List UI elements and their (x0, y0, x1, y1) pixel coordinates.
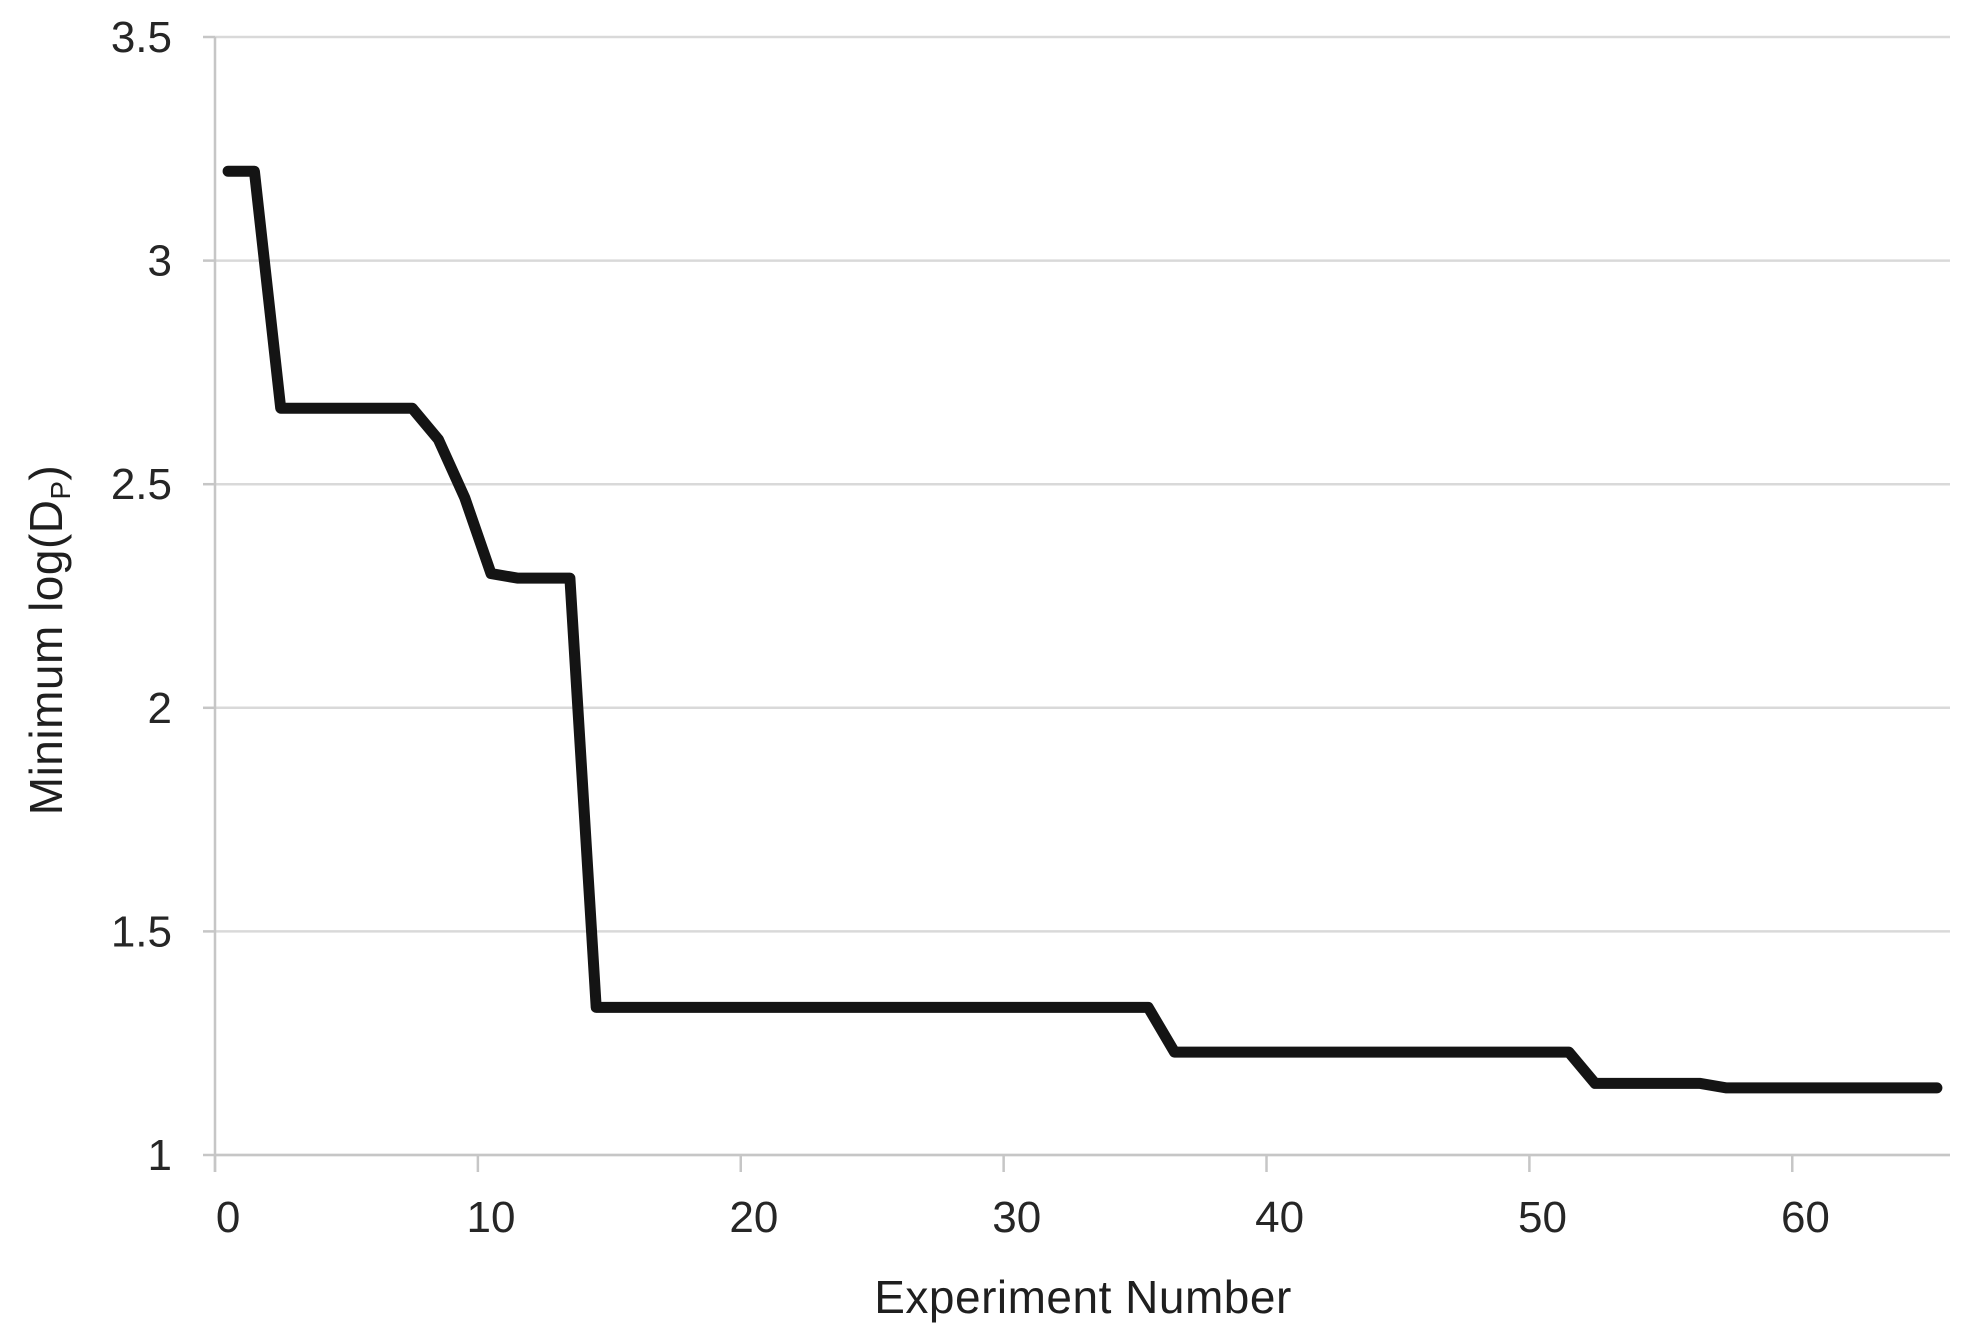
x-tick-label: 0 (216, 1193, 240, 1242)
y-tick-label: 1.5 (111, 907, 172, 956)
y-tick-label: 1 (148, 1131, 172, 1180)
y-axis-title-close: ) (20, 464, 73, 481)
x-tick-label: 20 (729, 1193, 778, 1242)
x-tick-label: 30 (992, 1193, 1041, 1242)
y-tick-label: 2 (148, 684, 172, 733)
x-tick-label: 10 (467, 1193, 516, 1242)
y-axis-title: Minimum log(DP) (19, 465, 77, 816)
x-tick-label: 50 (1518, 1193, 1567, 1242)
y-tick-label: 2.5 (111, 460, 172, 509)
data-series-line (222, 165, 1943, 1094)
y-axis-title-subscript: P (44, 480, 76, 500)
x-axis-title: Experiment Number (874, 1271, 1292, 1323)
x-tick-label: 60 (1781, 1193, 1830, 1242)
y-tick-label: 3.5 (111, 13, 172, 62)
y-tick-label: 3 (148, 237, 172, 286)
x-tick-label: 40 (1255, 1193, 1304, 1242)
y-axis-title-text: Minimum log(D (20, 499, 73, 816)
